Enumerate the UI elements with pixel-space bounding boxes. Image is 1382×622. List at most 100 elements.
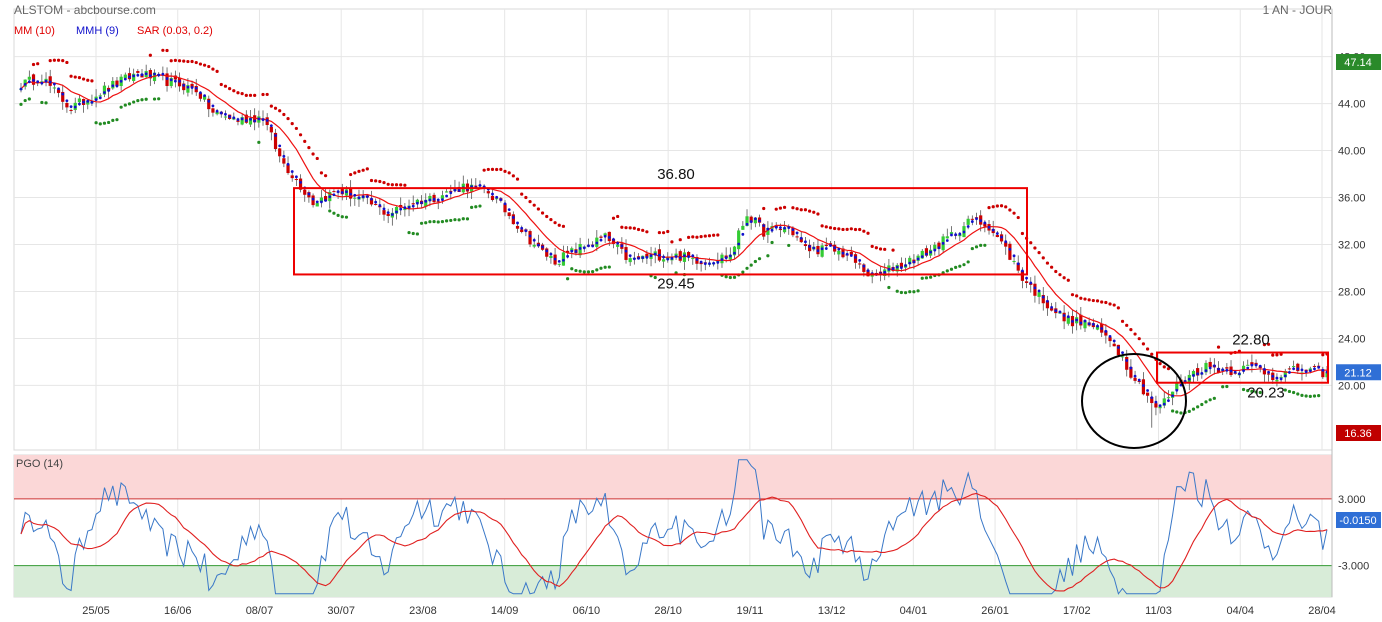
mmh-point [791, 228, 795, 231]
mmh-point [1300, 368, 1304, 372]
sar-point [1041, 256, 1045, 260]
sar-point [795, 207, 799, 211]
mmh-point [61, 92, 65, 96]
candle-body [1116, 344, 1120, 356]
price-tick-label: 40.00 [1338, 146, 1366, 158]
candle-body [403, 208, 407, 211]
sar-point [666, 229, 670, 234]
mmh-point [345, 190, 348, 194]
mmh-point [52, 82, 56, 86]
mmh-point [866, 269, 870, 273]
candle-body [1279, 376, 1283, 378]
mmh-point [678, 256, 682, 259]
sar-point [983, 243, 987, 247]
mmh-point [799, 236, 803, 240]
candle-body [132, 73, 136, 81]
sar-point [762, 206, 766, 211]
sar-point [699, 235, 703, 239]
mmh-point [620, 244, 624, 248]
mmh-point [23, 82, 27, 86]
mmh-point [324, 199, 327, 202]
x-tick-label: 11/03 [1145, 605, 1172, 617]
mmh-point [1171, 394, 1175, 398]
candle-body [223, 116, 228, 118]
mmh-point [453, 188, 457, 192]
sar-point [165, 48, 169, 53]
mmh-point [445, 194, 448, 198]
sar-point [486, 167, 490, 172]
sar-point [887, 285, 891, 290]
mmh-point [954, 233, 958, 237]
mmh-point [432, 197, 436, 201]
candle-body [1062, 312, 1066, 322]
mmh-point [733, 251, 736, 255]
mmh-point [44, 79, 48, 83]
mmh-point [1054, 309, 1058, 313]
mmh-point [365, 195, 369, 199]
mmh-point [628, 254, 632, 258]
candle-body [503, 203, 507, 213]
candle-body [1208, 361, 1212, 368]
x-tick-label: 23/08 [409, 605, 437, 617]
mmh-point [724, 256, 728, 260]
mmh-point [900, 266, 903, 270]
mmh-point [173, 79, 177, 83]
sar-point [223, 84, 228, 88]
chart-title: ALSTOM - abcbourse.com [14, 3, 156, 17]
sar-point [820, 224, 824, 228]
mmh-point [274, 134, 277, 137]
mmh-point [1200, 371, 1204, 375]
sar-point [757, 257, 762, 261]
mmh-point [65, 99, 69, 103]
mmh-point [336, 190, 340, 194]
sar-point [215, 69, 219, 73]
mmh-point [532, 238, 536, 242]
mmh-point [541, 245, 544, 249]
sar-point [991, 205, 995, 209]
sar-point [361, 168, 365, 172]
mmh-point [1187, 377, 1191, 381]
mmh-point [657, 253, 661, 257]
price-tick-label: 24.00 [1338, 333, 1366, 345]
sar-point [424, 221, 428, 225]
candle-body [732, 246, 737, 256]
x-tick-label: 26/01 [981, 605, 1009, 617]
candle-body [315, 203, 319, 207]
sar-point [657, 230, 661, 235]
candle-body [691, 258, 695, 260]
sar-point [595, 268, 599, 272]
low-badge: 16.36 [1344, 428, 1372, 440]
sar-point [753, 259, 757, 264]
candle-body [737, 230, 741, 250]
sar-point [883, 247, 887, 251]
candle-body [678, 251, 682, 261]
mmh-point [1250, 363, 1254, 367]
mmh-point [808, 245, 812, 248]
mmh-point [69, 105, 73, 109]
mmh-point [411, 204, 415, 208]
mmh-point [745, 222, 749, 226]
sar-point [578, 269, 582, 273]
legend-sar: SAR (0.03, 0.2) [137, 25, 213, 37]
mmh-point [716, 261, 720, 264]
sar-point [853, 227, 858, 232]
candle-body [1246, 364, 1250, 366]
mmh-point [708, 262, 711, 266]
sar-point [624, 226, 628, 230]
sar-point [1104, 300, 1108, 305]
sar-point [628, 226, 632, 230]
sar-point [716, 233, 720, 237]
sar-point [81, 77, 86, 81]
mmh-point [787, 226, 791, 230]
sar-point [123, 103, 127, 107]
mmh-point [1304, 370, 1308, 374]
mmh-point [186, 85, 190, 89]
candle-body [682, 252, 687, 262]
sar-point [582, 270, 586, 274]
sar-point [724, 275, 728, 279]
sar-point [461, 217, 465, 221]
sar-point [945, 269, 949, 273]
sar-point [687, 235, 691, 240]
sar-point [1008, 208, 1012, 212]
mmh-point [1167, 399, 1170, 403]
